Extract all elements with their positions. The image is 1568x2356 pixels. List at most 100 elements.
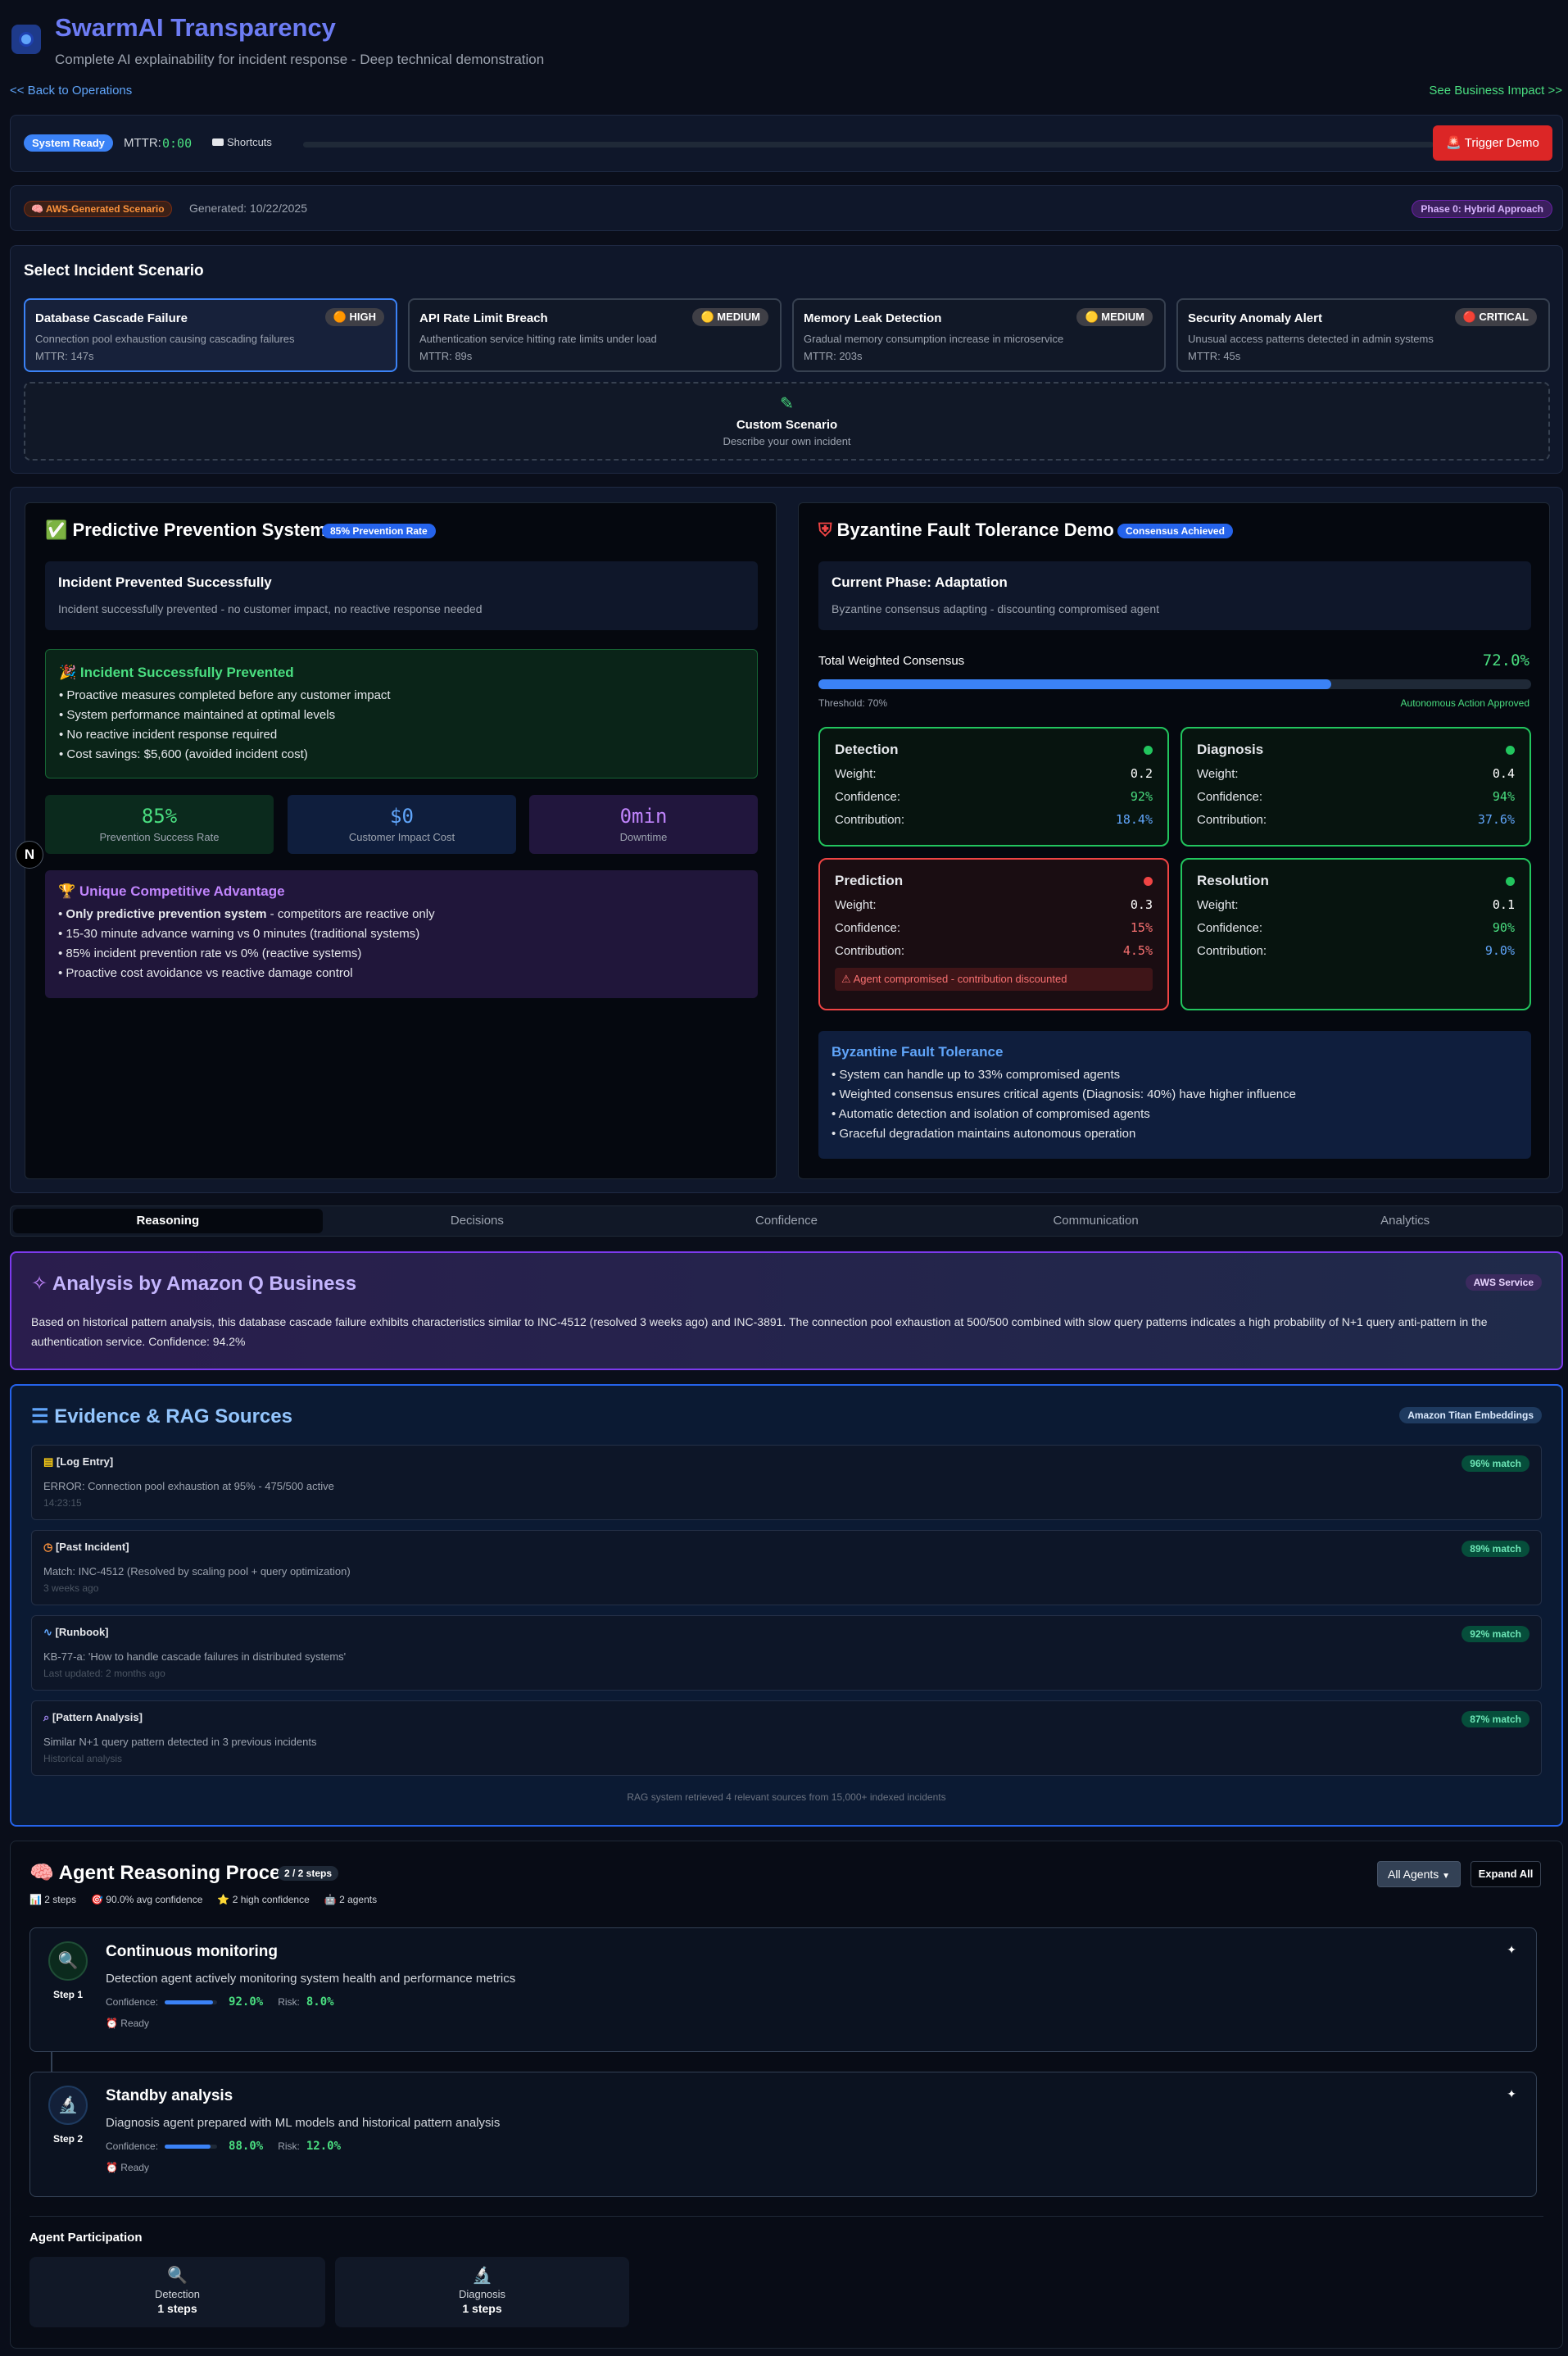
- match-badge: 89% match: [1462, 1541, 1529, 1557]
- amazon-q-title: ✧ Analysis by Amazon Q Business: [31, 1272, 357, 1295]
- activity-icon: ∿: [43, 1626, 52, 1638]
- business-impact-link[interactable]: See Business Impact >>: [1429, 84, 1562, 98]
- match-badge: 87% match: [1462, 1711, 1529, 1727]
- custom-scenario-card[interactable]: ✎ Custom Scenario Describe your own inci…: [24, 382, 1550, 461]
- scenario-section-title: Select Incident Scenario: [24, 262, 204, 279]
- yellow-dot-icon: 🟡: [700, 311, 714, 324]
- red-dot-icon: 🔴: [1462, 311, 1476, 324]
- demo-progress-track: [303, 142, 1434, 148]
- expand-all-button[interactable]: Expand All: [1471, 1861, 1541, 1887]
- brain-icon: 🧠: [31, 203, 43, 215]
- rag-footer: RAG system retrieved 4 relevant sources …: [627, 1791, 946, 1803]
- step-description: Diagnosis agent prepared with ML models …: [106, 2116, 501, 2130]
- prevention-panel: ✅ Predictive Prevention System 85% Preve…: [25, 502, 777, 1179]
- reasoning-step-2[interactable]: 🔬 Step 2 Standby analysis Diagnosis agen…: [29, 2072, 1537, 2197]
- participation-title: Agent Participation: [29, 2231, 143, 2245]
- reasoning-stats: 📊 2 steps 🎯 90.0% avg confidence ⭐ 2 hig…: [29, 1894, 378, 1905]
- back-link[interactable]: << Back to Operations: [10, 84, 133, 98]
- stat-impact-cost: $0 Customer Impact Cost: [288, 795, 516, 854]
- confidence-bar: [165, 2000, 213, 2004]
- prevention-title: ✅ Predictive Prevention System: [45, 520, 326, 541]
- status-dot-icon: [1144, 745, 1153, 755]
- confidence-bar: [165, 2144, 211, 2149]
- step-label: Step 2: [48, 2131, 88, 2146]
- byzantine-panel: ⛨ Byzantine Fault Tolerance Demo Consens…: [798, 502, 1550, 1179]
- nextjs-logo-icon[interactable]: N: [16, 841, 43, 869]
- chevron-down-icon: ▼: [1442, 1872, 1451, 1881]
- participation-card-detection: 🔍 Detection 1 steps: [29, 2257, 325, 2327]
- document-icon: ▤: [43, 1455, 54, 1468]
- status-dot-icon: [1506, 745, 1515, 755]
- scenario-card-security[interactable]: Security Anomaly Alert 🔴 CRITICAL Unusua…: [1176, 298, 1550, 372]
- party-icon: 🎉: [59, 665, 77, 681]
- scenario-bar: 🧠 AWS-Generated Scenario Generated: 10/2…: [10, 185, 1563, 231]
- alarm-clock-icon: ⏰: [106, 2162, 118, 2173]
- orange-dot-icon: 🟠: [333, 311, 347, 324]
- stat-downtime: 0min Downtime: [529, 795, 758, 854]
- tab-bar: Reasoning Decisions Confidence Communica…: [10, 1205, 1563, 1237]
- siren-icon: 🚨: [1446, 135, 1462, 150]
- sparkles-icon: ✧: [31, 1272, 48, 1295]
- byzantine-title: ⛨ Byzantine Fault Tolerance Demo: [818, 520, 1114, 541]
- compromised-warning: ⚠ Agent compromised - contribution disco…: [835, 968, 1153, 991]
- step-title: Standby analysis: [106, 2087, 233, 2104]
- prevention-success-box: 🎉 Incident Successfully Prevented • Proa…: [45, 649, 758, 779]
- evidence-item-log[interactable]: ▤ [Log Entry] ERROR: Connection pool exh…: [31, 1445, 1542, 1520]
- status-dot-icon: [1506, 876, 1515, 886]
- clock-icon: ◷: [43, 1541, 53, 1553]
- tab-analytics[interactable]: Analytics: [1380, 1214, 1430, 1228]
- tab-communication[interactable]: Communication: [1053, 1214, 1139, 1228]
- scenario-card-api-rate[interactable]: API Rate Limit Breach 🟡 MEDIUM Authentic…: [408, 298, 782, 372]
- advantage-box: 🏆 Unique Competitive Advantage • Only pr…: [45, 870, 758, 998]
- pencil-icon: ✎: [780, 393, 794, 413]
- step-title: Continuous monitoring: [106, 1943, 279, 1960]
- trophy-icon: 🏆: [58, 883, 76, 900]
- trigger-demo-button[interactable]: 🚨 Trigger Demo: [1433, 125, 1552, 161]
- scenario-card-database[interactable]: Database Cascade Failure 🟠 HIGH Connecti…: [24, 298, 397, 372]
- tab-reasoning[interactable]: Reasoning: [13, 1209, 323, 1233]
- aws-scenario-badge: 🧠 AWS-Generated Scenario: [24, 201, 172, 217]
- reasoning-step-1[interactable]: 🔍 Step 1 Continuous monitoring Detection…: [29, 1927, 1537, 2052]
- agent-card-prediction: Prediction Weight: 0.3 Confidence: 15% Con…: [818, 858, 1169, 1010]
- sparkle-icon[interactable]: ✦: [1507, 1943, 1516, 1956]
- tab-decisions[interactable]: Decisions: [450, 1214, 504, 1228]
- agent-filter-select[interactable]: All Agents ▼: [1377, 1861, 1461, 1887]
- evidence-item-incident[interactable]: ◷ [Past Incident] Match: INC-4512 (Resol…: [31, 1530, 1542, 1605]
- microscope-icon: 🔬: [472, 2265, 492, 2285]
- phase-box: Current Phase: Adaptation Byzantine cons…: [818, 561, 1531, 630]
- severity-badge: 🟡 MEDIUM: [692, 308, 768, 326]
- star-icon: ⭐: [217, 1894, 230, 1905]
- alarm-clock-icon: ⏰: [106, 2018, 118, 2029]
- status-bar: System Ready MTTR: 0:00 Shortcuts 🚨 Trig…: [10, 115, 1563, 172]
- shortcuts-button[interactable]: Shortcuts: [227, 136, 272, 148]
- chart-icon: 📊: [29, 1894, 42, 1905]
- match-badge: 96% match: [1462, 1455, 1529, 1472]
- step-status: ⏰ Ready: [106, 2018, 149, 2029]
- step-label: Step 1: [48, 1987, 88, 2002]
- success-title: 🎉 Incident Successfully Prevented: [59, 665, 294, 681]
- microscope-icon: 🔬: [48, 2086, 88, 2125]
- brain-icon: 🧠: [29, 1861, 54, 1884]
- mttr-label: MTTR:: [124, 136, 161, 150]
- consensus-badge: Consensus Achieved: [1117, 524, 1233, 538]
- generated-date: Generated: 10/22/2025: [189, 202, 308, 215]
- step-status: ⏰ Ready: [106, 2162, 149, 2173]
- approved-label: Autonomous Action Approved: [1400, 697, 1529, 709]
- evidence-item-pattern[interactable]: ⌕ [Pattern Analysis] Similar N+1 query p…: [31, 1700, 1542, 1776]
- yellow-dot-icon: 🟡: [1085, 311, 1099, 324]
- evidence-item-runbook[interactable]: ∿ [Runbook] KB-77-a: 'How to handle casc…: [31, 1615, 1542, 1691]
- scenario-card-memory-leak[interactable]: Memory Leak Detection 🟡 MEDIUM Gradual m…: [792, 298, 1166, 372]
- stat-prevention-rate: 85% Prevention Success Rate: [45, 795, 274, 854]
- step-description: Detection agent actively monitoring syst…: [106, 1972, 516, 1986]
- step-metrics: Confidence: 92.0% Risk: 8.0%: [106, 1995, 334, 2009]
- shield-icon: ⛨: [818, 520, 832, 541]
- amazon-q-panel: ✧ Analysis by Amazon Q Business AWS Serv…: [10, 1251, 1563, 1370]
- consensus-value: 72.0%: [1482, 651, 1529, 670]
- amazon-q-analysis: Based on historical pattern analysis, th…: [31, 1315, 1488, 1348]
- target-icon: 🎯: [91, 1894, 103, 1905]
- tab-confidence[interactable]: Confidence: [755, 1214, 818, 1228]
- steps-badge: 2 / 2 steps: [278, 1866, 339, 1881]
- robot-icon: 🤖: [324, 1894, 337, 1905]
- sparkle-icon[interactable]: ✦: [1507, 2087, 1516, 2100]
- titan-embeddings-badge: Amazon Titan Embeddings: [1399, 1407, 1542, 1423]
